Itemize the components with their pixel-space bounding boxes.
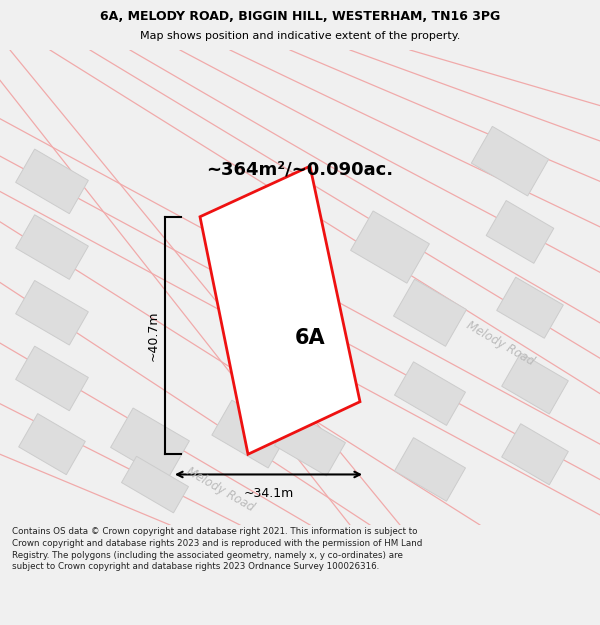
Polygon shape [212,400,288,468]
Text: ~40.7m: ~40.7m [147,310,160,361]
Text: Melody Road: Melody Road [464,318,536,368]
Text: ~364m²/~0.090ac.: ~364m²/~0.090ac. [206,160,394,178]
Polygon shape [16,149,88,214]
Polygon shape [486,201,554,263]
Polygon shape [502,353,568,414]
Text: Map shows position and indicative extent of the property.: Map shows position and indicative extent… [140,31,460,41]
Polygon shape [497,277,563,338]
Polygon shape [502,424,568,485]
Polygon shape [16,215,88,279]
Polygon shape [110,408,190,480]
Text: ~34.1m: ~34.1m [244,487,293,499]
Polygon shape [395,362,466,426]
Polygon shape [395,438,466,501]
Polygon shape [200,166,360,454]
Polygon shape [350,211,430,283]
Polygon shape [394,279,466,346]
Text: 6A, MELODY ROAD, BIGGIN HILL, WESTERHAM, TN16 3PG: 6A, MELODY ROAD, BIGGIN HILL, WESTERHAM,… [100,10,500,23]
Text: 6A: 6A [295,328,325,348]
Polygon shape [16,281,88,345]
Polygon shape [472,126,548,196]
Polygon shape [16,346,88,411]
Text: Melody Road: Melody Road [184,465,256,514]
Polygon shape [275,412,346,476]
Polygon shape [122,456,188,513]
Polygon shape [19,414,85,474]
Text: Contains OS data © Crown copyright and database right 2021. This information is : Contains OS data © Crown copyright and d… [12,527,422,571]
